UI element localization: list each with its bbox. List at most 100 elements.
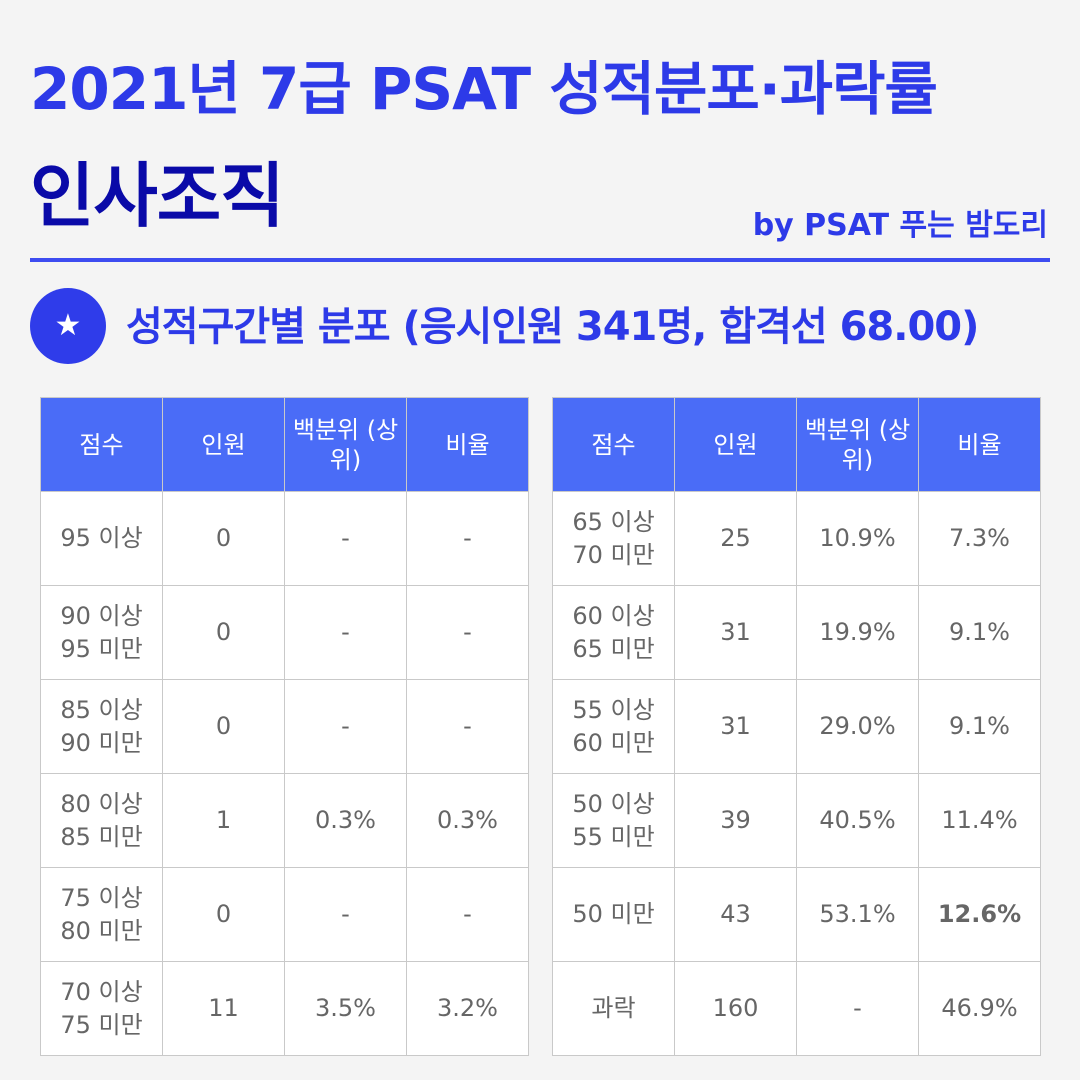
section-header: ★ 성적구간별 분포 (응시인원 341명, 합격선 68.00) — [30, 288, 1060, 366]
score-cell: 50 이상 55 미만 — [552, 773, 675, 868]
score-line: 60 이상 — [572, 602, 655, 631]
ratio-cell: 9.1% — [918, 679, 1041, 774]
score-cell: 50 미만 — [552, 867, 675, 962]
score-cell: 70 이상 75 미만 — [40, 961, 163, 1056]
percentile-cell: - — [284, 585, 407, 680]
column-header-percentile-line1: 백분위 — [804, 415, 872, 444]
page-subtitle: 인사조직 — [30, 155, 285, 237]
table-row: 60 이상 65 미만 31 19.9% 9.1% — [552, 585, 1041, 680]
score-cell: 90 이상 95 미만 — [40, 585, 163, 680]
ratio-cell: - — [406, 867, 529, 962]
table-row: 50 미만 43 53.1% 12.6% — [552, 867, 1041, 962]
score-line: 85 미만 — [60, 822, 143, 851]
percentile-cell: - — [284, 679, 407, 774]
column-header-percentile-line2: (상위) — [329, 415, 399, 474]
score-cell: 75 이상 80 미만 — [40, 867, 163, 962]
score-line: 95 미만 — [60, 634, 143, 663]
percentile-cell: - — [284, 867, 407, 962]
column-header-percentile: 백분위 (상위) — [284, 397, 407, 492]
column-header-count: 인원 — [674, 397, 797, 492]
table-header-row: 점수 인원 백분위 (상위) 비율 — [552, 397, 1041, 492]
table-row: 55 이상 60 미만 31 29.0% 9.1% — [552, 679, 1041, 774]
table-row: 65 이상 70 미만 25 10.9% 7.3% — [552, 491, 1041, 586]
distribution-table-right: 점수 인원 백분위 (상위) 비율 65 이상 70 미만 25 10.9% 7.… — [552, 397, 1041, 1056]
star-icon: ★ — [30, 288, 106, 364]
table-row: 95 이상 0 - - — [40, 491, 529, 586]
column-header-ratio: 비율 — [406, 397, 529, 492]
ratio-cell: - — [406, 679, 529, 774]
count-cell-fail: 160 — [674, 961, 797, 1056]
count-cell: 31 — [674, 585, 797, 680]
score-line: 55 이상 — [572, 696, 655, 725]
percentile-cell: 40.5% — [796, 773, 919, 868]
score-cell: 55 이상 60 미만 — [552, 679, 675, 774]
score-line: 80 미만 — [60, 916, 143, 945]
score-line: 55 미만 — [572, 822, 655, 851]
count-cell: 31 — [674, 679, 797, 774]
column-header-percentile-line1: 백분위 — [292, 415, 360, 444]
score-line: 90 미만 — [60, 728, 143, 757]
score-cell: 60 이상 65 미만 — [552, 585, 675, 680]
count-cell: 0 — [162, 491, 285, 586]
score-line: 75 이상 — [60, 884, 143, 913]
ratio-cell: 3.2% — [406, 961, 529, 1056]
score-line: 50 이상 — [572, 790, 655, 819]
table-row: 75 이상 80 미만 0 - - — [40, 867, 529, 962]
count-cell: 0 — [162, 585, 285, 680]
distribution-table-left: 점수 인원 백분위 (상위) 비율 95 이상 0 - - 90 이상 95 미만… — [40, 397, 529, 1056]
score-cell: 95 이상 — [40, 491, 163, 586]
column-header-ratio: 비율 — [918, 397, 1041, 492]
score-line: 80 이상 — [60, 790, 143, 819]
score-line: 90 이상 — [60, 602, 143, 631]
table-row: 85 이상 90 미만 0 - - — [40, 679, 529, 774]
score-line: 50 미만 — [572, 900, 655, 929]
score-cell-fail: 과락 — [552, 961, 675, 1056]
count-cell: 1 — [162, 773, 285, 868]
column-header-score: 점수 — [40, 397, 163, 492]
percentile-cell: - — [284, 491, 407, 586]
table-row: 50 이상 55 미만 39 40.5% 11.4% — [552, 773, 1041, 868]
ratio-cell-highlight: 12.6% — [918, 867, 1041, 962]
table-row-fail: 과락 160 - 46.9% — [552, 961, 1041, 1056]
count-cell: 0 — [162, 867, 285, 962]
column-header-count: 인원 — [162, 397, 285, 492]
percentile-cell: 3.5% — [284, 961, 407, 1056]
ratio-cell: 9.1% — [918, 585, 1041, 680]
table-row: 80 이상 85 미만 1 0.3% 0.3% — [40, 773, 529, 868]
ratio-cell: 0.3% — [406, 773, 529, 868]
score-line: 과락 — [591, 994, 636, 1023]
score-line: 65 미만 — [572, 634, 655, 663]
column-header-percentile: 백분위 (상위) — [796, 397, 919, 492]
score-line: 65 이상 — [572, 508, 655, 537]
score-cell: 80 이상 85 미만 — [40, 773, 163, 868]
percentile-cell: 29.0% — [796, 679, 919, 774]
count-cell: 25 — [674, 491, 797, 586]
score-line: 70 미만 — [572, 540, 655, 569]
ratio-cell: 7.3% — [918, 491, 1041, 586]
count-cell: 0 — [162, 679, 285, 774]
count-cell: 43 — [674, 867, 797, 962]
page-title: 2021년 7급 PSAT 성적분포·과락률 — [30, 55, 938, 123]
header-divider — [30, 258, 1050, 262]
column-header-percentile-line2: (상위) — [841, 415, 911, 474]
score-line: 95 이상 — [60, 524, 143, 553]
percentile-cell: 19.9% — [796, 585, 919, 680]
percentile-cell: 0.3% — [284, 773, 407, 868]
score-line: 70 이상 — [60, 978, 143, 1007]
score-cell: 85 이상 90 미만 — [40, 679, 163, 774]
author-byline: by PSAT 푸는 밤도리 — [752, 208, 1048, 243]
count-cell: 11 — [162, 961, 285, 1056]
score-line: 75 미만 — [60, 1010, 143, 1039]
score-line: 85 이상 — [60, 696, 143, 725]
percentile-cell: 53.1% — [796, 867, 919, 962]
table-header-row: 점수 인원 백분위 (상위) 비율 — [40, 397, 529, 492]
score-cell: 65 이상 70 미만 — [552, 491, 675, 586]
section-title: 성적구간별 분포 (응시인원 341명, 합격선 68.00) — [126, 304, 979, 350]
table-row: 90 이상 95 미만 0 - - — [40, 585, 529, 680]
ratio-cell: - — [406, 585, 529, 680]
column-header-score: 점수 — [552, 397, 675, 492]
table-row: 70 이상 75 미만 11 3.5% 3.2% — [40, 961, 529, 1056]
ratio-cell: 11.4% — [918, 773, 1041, 868]
percentile-cell: 10.9% — [796, 491, 919, 586]
